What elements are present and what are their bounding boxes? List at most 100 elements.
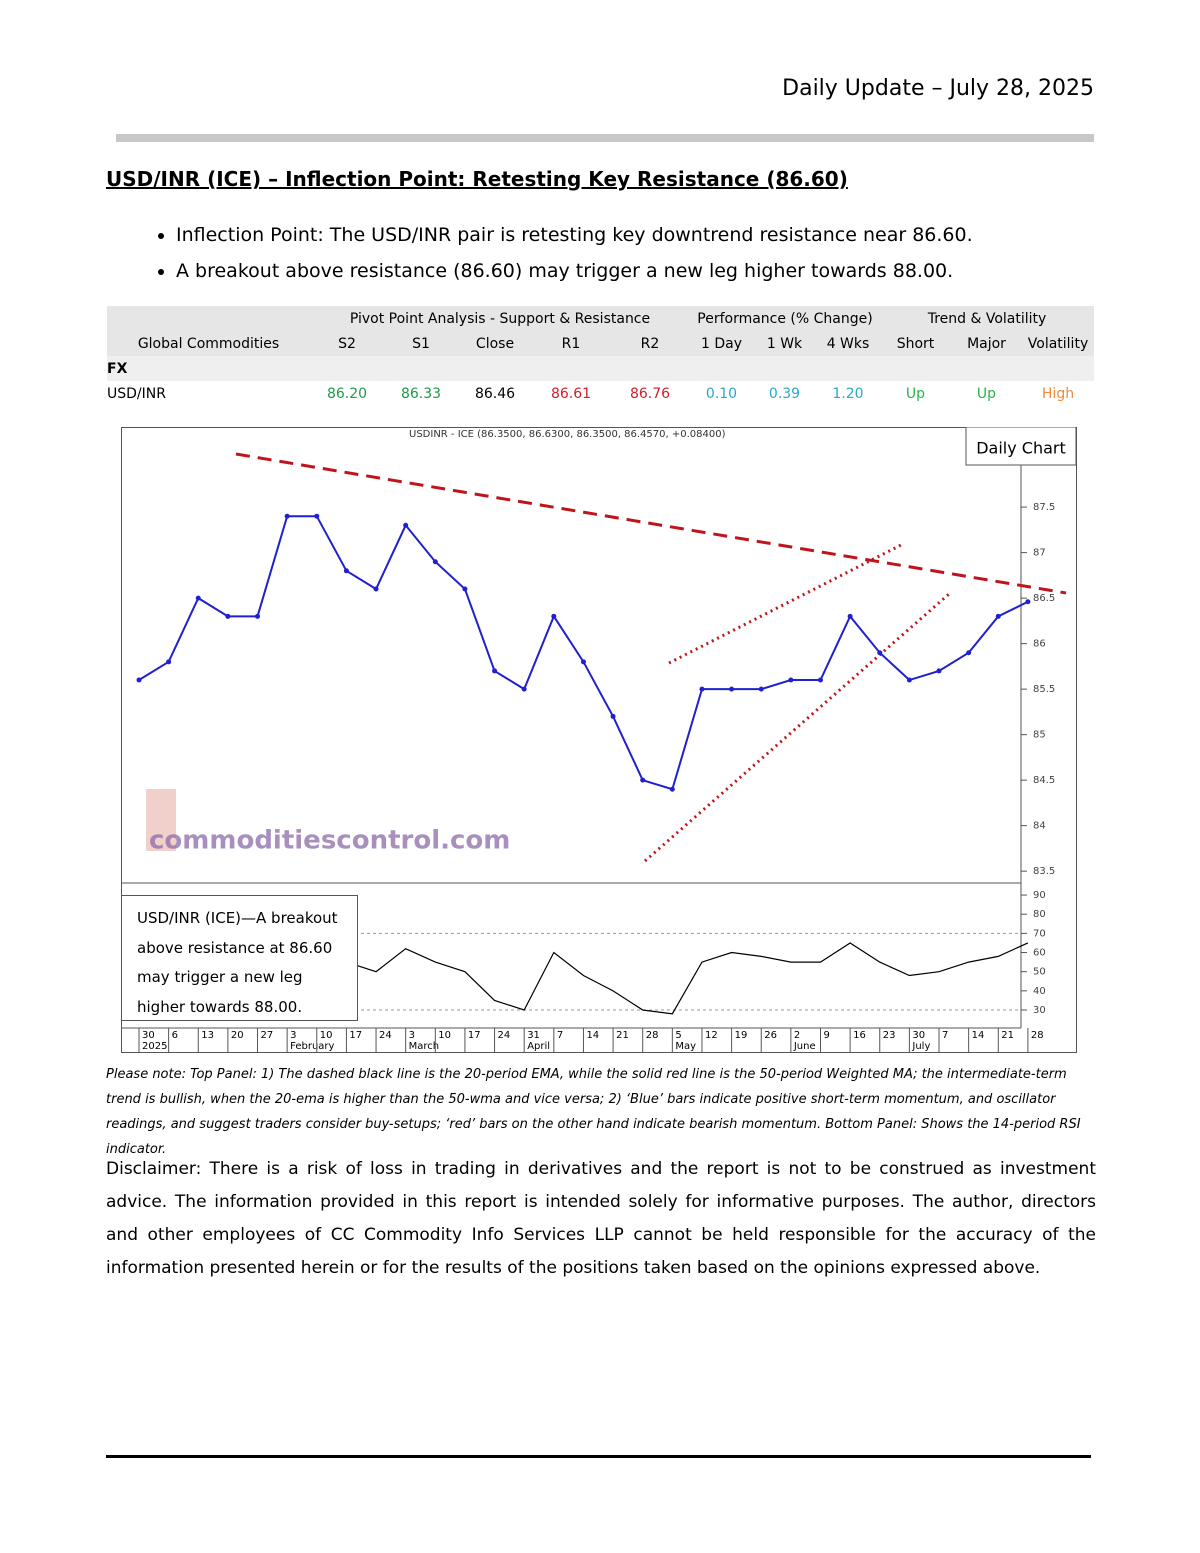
x-tick-label: 20 xyxy=(231,1030,244,1041)
x-tick-label: 7 xyxy=(557,1030,563,1041)
table-cell: Up xyxy=(976,385,997,402)
y-tick-label: 85.5 xyxy=(1033,684,1055,695)
column-header: S1 xyxy=(384,331,458,356)
price-point xyxy=(936,668,942,674)
price-point xyxy=(195,595,201,601)
logo-mark xyxy=(146,789,176,851)
y-tick-label: 84.5 xyxy=(1033,775,1055,786)
table-cell: 86.61 xyxy=(550,385,592,402)
chart: 83.5 84 84.5 85 85.5 86 86.5 87 87.5 30 40 50 60 70 80… xyxy=(121,427,1077,1053)
x-tick-label: 27 xyxy=(261,1030,274,1041)
channel-line xyxy=(644,592,950,863)
x-tick-label: 19 xyxy=(735,1030,748,1041)
chart-title: USDINR - ICE (86.3500, 86.6300, 86.3500,… xyxy=(409,429,726,440)
y-tick-label: 85 xyxy=(1033,730,1046,741)
column-header: 1 Day xyxy=(690,331,753,356)
x-tick-label: 23 xyxy=(883,1030,896,1041)
price-point xyxy=(284,513,290,519)
y-tick-label: 86.5 xyxy=(1033,593,1055,604)
x-tick-label: 14 xyxy=(586,1030,599,1041)
price-point xyxy=(1025,599,1031,605)
price-point xyxy=(314,513,320,519)
column-header: 1 Wk xyxy=(753,331,816,356)
x-tick-label: 17 xyxy=(349,1030,362,1041)
y-tick-label: 90 xyxy=(1033,890,1046,901)
x-tick-label: 30 xyxy=(912,1030,925,1041)
x-tick-label: 10 xyxy=(320,1030,333,1041)
table-cell: 0.10 xyxy=(705,385,738,402)
price-point xyxy=(551,613,557,619)
price-point xyxy=(403,522,409,528)
column-header: S2 xyxy=(310,331,384,356)
y-tick-label: 80 xyxy=(1033,909,1046,920)
month-label: June xyxy=(793,1041,816,1052)
column-header: Major xyxy=(951,331,1022,356)
price-point xyxy=(640,777,646,783)
price-point xyxy=(729,686,735,692)
x-tick-label: 14 xyxy=(972,1030,985,1041)
y-tick-label: 40 xyxy=(1033,986,1046,997)
price-point xyxy=(995,613,1001,619)
x-tick-label: 2 xyxy=(794,1030,800,1041)
table-cell: 1.20 xyxy=(832,385,864,402)
price-point xyxy=(699,686,705,692)
channel-line xyxy=(668,542,904,665)
column-header: Close xyxy=(458,331,532,356)
group-header: Performance (% Change) xyxy=(690,306,880,331)
price-point xyxy=(373,586,379,592)
column-header: Short xyxy=(880,331,951,356)
x-tick-label: 9 xyxy=(823,1030,829,1041)
price-point xyxy=(225,613,231,619)
label-box xyxy=(965,427,1077,466)
column-header: R1 xyxy=(532,331,610,356)
price-point xyxy=(580,659,586,665)
month-label: April xyxy=(527,1041,550,1052)
price-point xyxy=(343,568,349,574)
x-tick-label: 16 xyxy=(853,1030,866,1041)
price-point xyxy=(906,677,912,683)
table-cell: 86.46 xyxy=(474,385,516,402)
bullet: Inflection Point: The USD/INR pair is re… xyxy=(176,220,973,256)
header-date: Daily Update – July 28, 2025 xyxy=(782,76,1094,101)
x-tick-label: 24 xyxy=(379,1030,392,1041)
month-label: 2025 xyxy=(142,1041,167,1052)
price-point xyxy=(758,686,764,692)
y-tick-label: 86 xyxy=(1033,639,1046,650)
price-point xyxy=(432,559,438,565)
frame xyxy=(121,427,1077,1053)
price-point xyxy=(966,650,972,656)
price-point xyxy=(166,659,172,665)
y-tick-label: 87.5 xyxy=(1033,502,1055,513)
table-cell: 0.39 xyxy=(768,385,801,402)
price-point xyxy=(255,613,261,619)
chart-label: Daily Chart xyxy=(976,439,1066,458)
x-tick-label: 21 xyxy=(1001,1030,1014,1041)
column-header: Global Commodities xyxy=(107,331,310,356)
group-header: Trend & Volatility xyxy=(880,306,1094,331)
pivot-table: Pivot Point Analysis - Support & Resista… xyxy=(107,306,1094,406)
price-point xyxy=(788,677,794,683)
month-label: March xyxy=(409,1041,439,1052)
price-point xyxy=(136,677,142,683)
month-label: May xyxy=(675,1041,696,1052)
annotation-box: USD/INR (ICE)—A breakout above resistanc… xyxy=(121,895,358,1021)
y-tick-label: 83.5 xyxy=(1033,866,1055,877)
x-tick-label: 26 xyxy=(764,1030,777,1041)
watermark: commoditiescontrol.com xyxy=(149,826,510,856)
column-header: Volatility xyxy=(1022,331,1094,356)
bullet-list: Inflection Point: The USD/INR pair is re… xyxy=(106,220,973,292)
x-tick-label: 5 xyxy=(675,1030,681,1041)
table-cell: 86.20 xyxy=(326,385,368,402)
bullet: A breakout above resistance (86.60) may … xyxy=(176,256,973,292)
annotation: USD/INR (ICE)—A breakout above resistanc… xyxy=(121,895,358,1021)
price-point xyxy=(669,786,675,792)
disclaimer: Disclaimer: There is a risk of loss in t… xyxy=(106,1159,1096,1278)
x-tick-label: 3 xyxy=(409,1030,415,1041)
table-cell: 86.33 xyxy=(400,385,442,402)
section-title: USD/INR (ICE) – Inflection Point: Retest… xyxy=(106,167,848,191)
column-header: 4 Wks xyxy=(816,331,880,356)
price-point xyxy=(492,668,498,674)
table-section: FX xyxy=(107,356,1094,381)
x-tick-label: 10 xyxy=(438,1030,451,1041)
